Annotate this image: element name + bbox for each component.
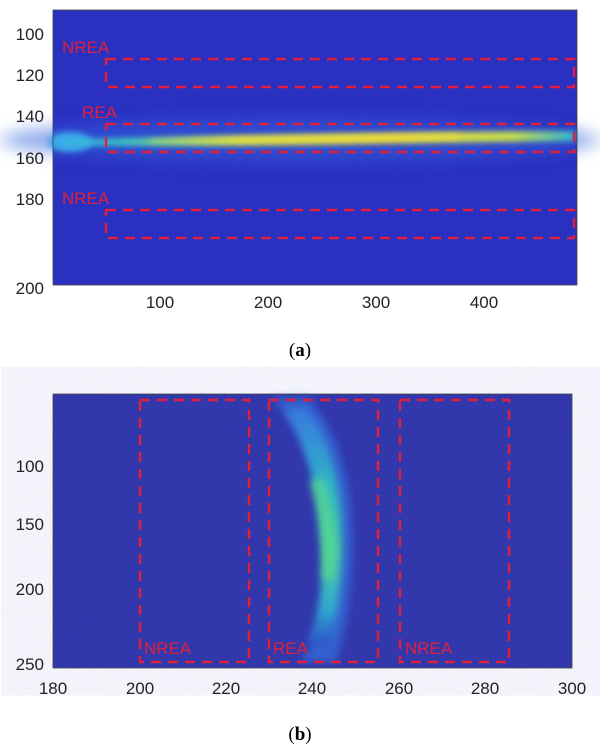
panel-a-region-label-nrea-top: NREA xyxy=(62,38,110,57)
panel-a-x-tick-label: 100 xyxy=(146,293,174,312)
panel-b-y-tick-label: 150 xyxy=(16,515,44,534)
panel-a: NREA REA NREA 100 120 140 160 180 200 10… xyxy=(0,9,600,361)
panel-b-x-tick-label: 260 xyxy=(385,679,413,698)
panel-b-region-nrea-right xyxy=(398,398,511,664)
panel-a-x-tick-label: 300 xyxy=(362,293,390,312)
panel-b-region-rea xyxy=(267,398,380,664)
panel-b-x-tick-label: 180 xyxy=(39,679,67,698)
panel-b-x-tick-label: 220 xyxy=(212,679,240,698)
panel-a-axes-frame xyxy=(52,9,578,286)
panel-b-region-nrea-left xyxy=(138,398,251,664)
panel-a-region-rea xyxy=(104,122,576,154)
panel-b-x-tick-label: 240 xyxy=(298,679,326,698)
panel-a-y-tick-label: 140 xyxy=(16,107,44,126)
panel-b-x-axis: 180 200 220 240 260 280 300 xyxy=(39,679,586,698)
panel-a-region-label-nrea-bottom: NREA xyxy=(62,189,110,208)
panel-a-regions xyxy=(104,57,576,240)
panel-b-x-tick-label: 200 xyxy=(126,679,154,698)
panel-b-region-label-rea: REA xyxy=(273,639,309,658)
panel-b-region-label-nrea-left: NREA xyxy=(144,639,192,658)
panel-b-beam-bright xyxy=(310,478,335,580)
panel-a-x-tick-label: 200 xyxy=(254,293,282,312)
panel-b: NREA REA NREA 100 150 200 250 180 200 22… xyxy=(16,393,586,745)
panel-a-y-tick-label: 100 xyxy=(16,25,44,44)
panel-b-x-tick-label: 280 xyxy=(471,679,499,698)
panel-a-y-tick-label: 160 xyxy=(16,149,44,168)
panel-b-y-axis: 100 150 200 250 xyxy=(16,457,44,674)
panel-b-beam-core xyxy=(285,408,342,645)
panel-b-y-tick-label: 250 xyxy=(16,655,44,674)
panel-b-y-tick-label: 100 xyxy=(16,457,44,476)
panel-a-x-axis: 100 200 300 400 xyxy=(146,293,498,312)
panel-b-axes-frame xyxy=(52,393,573,669)
panel-a-caption: (a) xyxy=(289,340,311,361)
panel-a-region-label-rea: REA xyxy=(82,103,118,122)
panel-a-beam-highlight xyxy=(150,134,460,142)
panel-a-y-axis: 100 120 140 160 180 200 xyxy=(16,25,44,298)
panel-a-y-tick-label: 180 xyxy=(16,190,44,209)
panel-b-region-label-nrea-right: NREA xyxy=(405,639,453,658)
panel-b-caption: (b) xyxy=(288,724,311,745)
panel-a-region-nrea-bottom xyxy=(104,208,576,240)
panel-b-y-tick-label: 200 xyxy=(16,580,44,599)
panel-a-region-nrea-top xyxy=(104,57,576,89)
panel-b-x-tick-label: 300 xyxy=(558,679,586,698)
panel-a-x-tick-label: 400 xyxy=(470,293,498,312)
panel-a-y-tick-label: 120 xyxy=(16,66,44,85)
panel-a-y-tick-label: 200 xyxy=(16,279,44,298)
panel-b-regions xyxy=(138,398,511,664)
